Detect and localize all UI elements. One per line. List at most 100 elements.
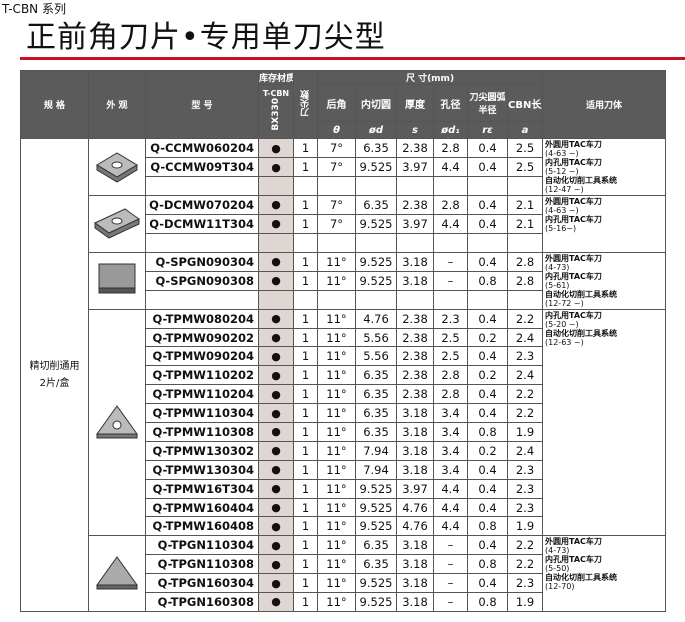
value-cell: 2.8 — [507, 270, 543, 291]
value-cell: 1 — [293, 138, 318, 158]
value-cell: 11° — [317, 554, 356, 575]
value-cell: 0.4 — [467, 478, 508, 499]
appearance-cell — [88, 535, 146, 612]
tool-text: 自动化切削工具系统 — [545, 328, 617, 338]
header-cell: θ — [317, 121, 356, 139]
value-cell: 3.97 — [396, 478, 434, 499]
value-cell: 3.18 — [396, 440, 434, 461]
value-cell: 11° — [317, 592, 356, 612]
value-cell: 1 — [293, 535, 318, 556]
spec-text: 精切削通用 — [29, 360, 80, 372]
value-cell: – — [433, 270, 468, 291]
empty-cell — [467, 232, 508, 253]
spec-text: 2片/盒 — [39, 377, 70, 389]
value-cell: 0.4 — [467, 459, 508, 480]
value-cell: 2.38 — [396, 195, 434, 215]
header-cell: 刀尖圆弧半径 — [467, 84, 508, 122]
table-row — [21, 289, 666, 310]
model-cell: Q-TPMW110308 — [145, 422, 259, 442]
value-cell: ● — [258, 308, 294, 329]
value-cell: 4.4 — [433, 516, 468, 537]
table-row: Q-CCMW09T304 ● 1 7° 9.525 3.97 4.4 0.4 2.5 — [21, 157, 666, 177]
value-cell: 7.94 — [355, 459, 397, 480]
value-cell: 1 — [293, 497, 318, 518]
header-cell: 规 格 — [20, 70, 89, 139]
value-cell: 3.97 — [396, 213, 434, 234]
empty-cell — [467, 289, 508, 310]
value-cell: 2.2 — [507, 403, 543, 424]
table-body: 精切削通用 2片/盒 Q-CCMW060204 ● 1 7° 6.35 2.38 2.8 0.4 2… — [20, 138, 666, 612]
tool-text: (5-50) — [545, 564, 570, 574]
empty-cell — [396, 289, 434, 310]
value-cell: 6.35 — [355, 422, 397, 442]
value-cell: 2.38 — [396, 327, 434, 348]
tools-cell: 外圆用TAC车刀 (4-63 ~) 内孔用TAC车刀 (5-12 ~) 自动化切削工具系… — [542, 138, 666, 196]
value-cell: ● — [258, 440, 294, 461]
value-cell: 2.2 — [507, 308, 543, 329]
value-cell: 0.2 — [467, 327, 508, 348]
value-cell: ● — [258, 327, 294, 348]
value-cell: 11° — [317, 422, 356, 442]
empty-cell — [507, 289, 543, 310]
header-cell: 孔径 — [433, 84, 468, 122]
insert-shape — [94, 208, 140, 239]
tool-text: (12-70) — [545, 582, 575, 592]
tool-text: 外圆用TAC车刀 — [545, 140, 602, 149]
value-cell: 2.3 — [433, 308, 468, 329]
tool-text: 外圆用TAC车刀 — [545, 197, 602, 206]
value-cell: 1 — [293, 459, 318, 480]
value-cell: 5.56 — [355, 327, 397, 348]
value-cell: 3.18 — [396, 573, 434, 594]
tools-cell: 外圆用TAC车刀 (4-73) 内孔用TAC车刀 (5-61) 自动化切削工具系统 (12… — [542, 251, 666, 310]
value-cell: ● — [258, 270, 294, 291]
model-cell: Q-TPMW160404 — [145, 497, 259, 518]
value-cell: 9.525 — [355, 497, 397, 518]
value-cell: 1 — [293, 251, 318, 272]
tool-text: 内孔用TAC车刀 — [545, 215, 602, 224]
header-cell: 型 号 — [145, 70, 259, 139]
tool-text: (4-73) — [545, 546, 570, 556]
value-cell: 0.4 — [467, 308, 508, 329]
tool-text: 自动化切削工具系统 — [545, 573, 617, 583]
value-cell: 6.35 — [355, 365, 397, 386]
header-cell: 外 观 — [88, 70, 146, 139]
value-cell: 1 — [293, 365, 318, 386]
header-cell: 内切圆 — [355, 84, 397, 122]
value-cell: ● — [258, 213, 294, 234]
value-cell: 2.2 — [507, 554, 543, 575]
value-cell: ● — [258, 365, 294, 386]
tool-text: (4-63 ~) — [545, 149, 579, 158]
tool-text: (5-20 ~) — [545, 319, 579, 329]
value-cell: 1 — [293, 440, 318, 461]
model-cell: Q-TPMW130302 — [145, 440, 259, 461]
table-row: Q-TPMW090204 ● 1 11° 5.56 2.38 2.5 0.4 2.3 — [21, 346, 666, 367]
value-cell: 7° — [317, 213, 356, 234]
value-cell: 1 — [293, 270, 318, 291]
value-cell: 2.38 — [396, 308, 434, 329]
model-cell: Q-TPMW110204 — [145, 384, 259, 405]
header-cell: ød — [355, 121, 397, 139]
table-row: Q-DCMW070204 ● 1 7° 6.35 2.38 2.8 0.4 2.1 外圆用TAC车… — [21, 195, 666, 253]
value-cell: 0.4 — [467, 535, 508, 556]
value-cell: 0.4 — [467, 213, 508, 234]
value-cell: 3.4 — [433, 459, 468, 480]
value-cell: 2.3 — [507, 478, 543, 499]
header-cell: rε — [467, 121, 508, 139]
table-row — [21, 232, 666, 253]
value-cell: 11° — [317, 516, 356, 537]
empty-cell — [293, 289, 318, 310]
value-cell: 2.8 — [433, 384, 468, 405]
table-row: Q-TPMW130302 ● 1 11° 7.94 3.18 3.4 0.2 2.4 — [21, 440, 666, 461]
value-cell: ● — [258, 422, 294, 442]
value-cell: 1 — [293, 195, 318, 215]
header-row: θ ød s ød₁ rε a — [21, 121, 666, 139]
value-cell: 11° — [317, 327, 356, 348]
value-cell: 11° — [317, 440, 356, 461]
tools-cell: 外圆用TAC车刀 (4-73) 内孔用TAC车刀 (5-50) 自动化切削工具系统 (12… — [542, 535, 666, 612]
empty-cell — [293, 232, 318, 253]
value-cell: 1 — [293, 157, 318, 177]
table-row: Q-TPMW090202 ● 1 11° 5.56 2.38 2.5 0.2 2.4 — [21, 327, 666, 348]
tool-text: (12-63 ~) — [545, 337, 584, 347]
value-cell: 6.35 — [355, 554, 397, 575]
value-cell: 2.1 — [507, 213, 543, 234]
